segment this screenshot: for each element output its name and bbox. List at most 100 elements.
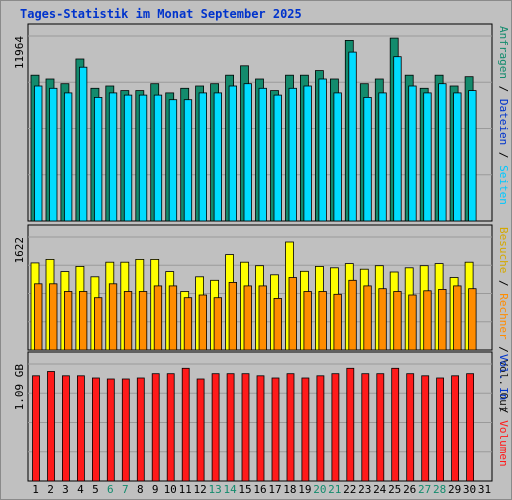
bar-dateien-day-2 bbox=[49, 87, 58, 222]
bar-volumen-day-10 bbox=[166, 373, 175, 482]
legend-top: Anfragen / Dateien / Seiten bbox=[497, 26, 510, 205]
day-label-5: 5 bbox=[92, 483, 99, 496]
legend-separator: / bbox=[497, 79, 510, 99]
panel-bottom: 1.09 GB bbox=[13, 351, 493, 482]
legend-separator: / bbox=[497, 400, 510, 420]
bar-dateien-day-20 bbox=[318, 78, 327, 222]
bar-volumen-day-11 bbox=[181, 367, 190, 482]
bar-volumen-day-14 bbox=[226, 373, 235, 482]
bar-dateien-day-27 bbox=[423, 92, 432, 222]
bar-volumen-day-7 bbox=[121, 378, 130, 482]
panel-middle: 1622 bbox=[13, 224, 493, 351]
bar-volumen-day-13 bbox=[211, 373, 220, 482]
legend-item-besuche: Besuche bbox=[497, 227, 510, 273]
chart-title: Tages-Statistik im Monat September 2025 bbox=[20, 7, 302, 21]
legend-item-dateien: Dateien bbox=[497, 99, 510, 145]
bar-rechner-day-25 bbox=[393, 291, 402, 351]
bar-volumen-day-6 bbox=[106, 378, 115, 482]
day-label-22: 22 bbox=[343, 483, 356, 496]
legend-item-vol-out: Vol. Out bbox=[497, 359, 510, 412]
bar-rechner-day-12 bbox=[198, 294, 208, 351]
day-label-30: 30 bbox=[463, 483, 476, 496]
day-label-9: 9 bbox=[152, 483, 159, 496]
bar-rechner-day-5 bbox=[94, 297, 103, 351]
bar-volumen-day-8 bbox=[136, 377, 145, 482]
legend-separator: / bbox=[497, 273, 510, 293]
panel-top: 11964 bbox=[13, 23, 493, 222]
bar-volumen-day-1 bbox=[32, 375, 40, 482]
day-label-31: 31 bbox=[478, 483, 491, 496]
bar-dateien-day-28 bbox=[438, 83, 447, 222]
bar-volumen-day-12 bbox=[196, 378, 205, 482]
bar-volumen-day-21 bbox=[331, 373, 340, 482]
bar-rechner-day-13 bbox=[213, 297, 223, 351]
bar-volumen-day-2 bbox=[47, 371, 55, 482]
bar-rechner-day-26 bbox=[408, 294, 417, 351]
bar-rechner-day-27 bbox=[423, 290, 432, 351]
day-label-6: 6 bbox=[107, 483, 114, 496]
day-label-3: 3 bbox=[62, 483, 69, 496]
legend-item-volumen: Volumen bbox=[497, 420, 510, 466]
bar-rechner-day-20 bbox=[318, 291, 327, 351]
bar-volumen-day-20 bbox=[316, 375, 325, 482]
bar-volumen-day-16 bbox=[256, 375, 265, 482]
bar-volumen-day-9 bbox=[151, 373, 160, 482]
bar-rechner-day-24 bbox=[378, 288, 387, 351]
bar-rechner-day-30 bbox=[468, 288, 477, 351]
legend-item-vol-in: Vol. In bbox=[497, 354, 510, 400]
legend-separator: / bbox=[497, 340, 510, 360]
day-label-16: 16 bbox=[253, 483, 266, 496]
bar-volumen-day-18 bbox=[286, 373, 295, 482]
bar-dateien-day-8 bbox=[138, 94, 148, 222]
bar-dateien-day-22 bbox=[348, 51, 357, 222]
bar-dateien-day-16 bbox=[258, 87, 267, 222]
bar-dateien-day-29 bbox=[453, 92, 462, 222]
bar-rechner-day-1 bbox=[34, 283, 43, 351]
bar-rechner-day-7 bbox=[123, 291, 133, 351]
legend-separator: / bbox=[497, 145, 510, 165]
day-label-14: 14 bbox=[223, 483, 237, 496]
bar-rechner-day-8 bbox=[138, 291, 148, 351]
bar-volumen-day-28 bbox=[436, 377, 445, 482]
day-label-12: 12 bbox=[193, 483, 206, 496]
day-label-19: 19 bbox=[298, 483, 311, 496]
legend-item-anfragen: Anfragen bbox=[497, 26, 510, 79]
bar-dateien-day-17 bbox=[273, 94, 282, 222]
bar-rechner-day-17 bbox=[273, 297, 282, 351]
bar-volumen-day-25 bbox=[391, 367, 400, 482]
bar-rechner-day-22 bbox=[348, 279, 357, 351]
bar-rechner-day-11 bbox=[183, 297, 193, 351]
bar-rechner-day-21 bbox=[333, 293, 342, 351]
legend-item-seiten: Seiten bbox=[497, 165, 510, 205]
bar-dateien-day-19 bbox=[303, 85, 312, 222]
bar-rechner-day-2 bbox=[49, 283, 58, 351]
bar-volumen-day-5 bbox=[92, 377, 100, 482]
bar-volumen-day-22 bbox=[346, 367, 355, 482]
bar-dateien-day-26 bbox=[408, 85, 417, 222]
bar-rechner-day-19 bbox=[303, 291, 312, 351]
day-label-28: 28 bbox=[433, 483, 446, 496]
day-label-26: 26 bbox=[403, 483, 416, 496]
bar-volumen-day-15 bbox=[241, 373, 250, 482]
bar-dateien-day-15 bbox=[243, 83, 252, 222]
day-label-27: 27 bbox=[418, 483, 431, 496]
day-label-15: 15 bbox=[238, 483, 251, 496]
day-label-7: 7 bbox=[122, 483, 129, 496]
bar-dateien-day-5 bbox=[94, 97, 103, 222]
day-label-10: 10 bbox=[164, 483, 177, 496]
bar-rechner-day-6 bbox=[108, 283, 118, 351]
day-label-13: 13 bbox=[208, 483, 221, 496]
bar-volumen-day-23 bbox=[361, 373, 370, 482]
bar-rechner-day-23 bbox=[363, 285, 372, 351]
bar-rechner-day-3 bbox=[64, 291, 73, 351]
y-max-label: 1622 bbox=[13, 237, 26, 264]
day-label-2: 2 bbox=[47, 483, 54, 496]
day-label-11: 11 bbox=[179, 483, 192, 496]
legend-item-rechner: Rechner bbox=[497, 293, 510, 340]
bar-dateien-day-23 bbox=[363, 97, 372, 222]
bar-volumen-day-17 bbox=[271, 377, 280, 482]
day-label-23: 23 bbox=[358, 483, 371, 496]
bar-dateien-day-14 bbox=[228, 85, 238, 222]
bar-rechner-day-16 bbox=[258, 285, 267, 351]
